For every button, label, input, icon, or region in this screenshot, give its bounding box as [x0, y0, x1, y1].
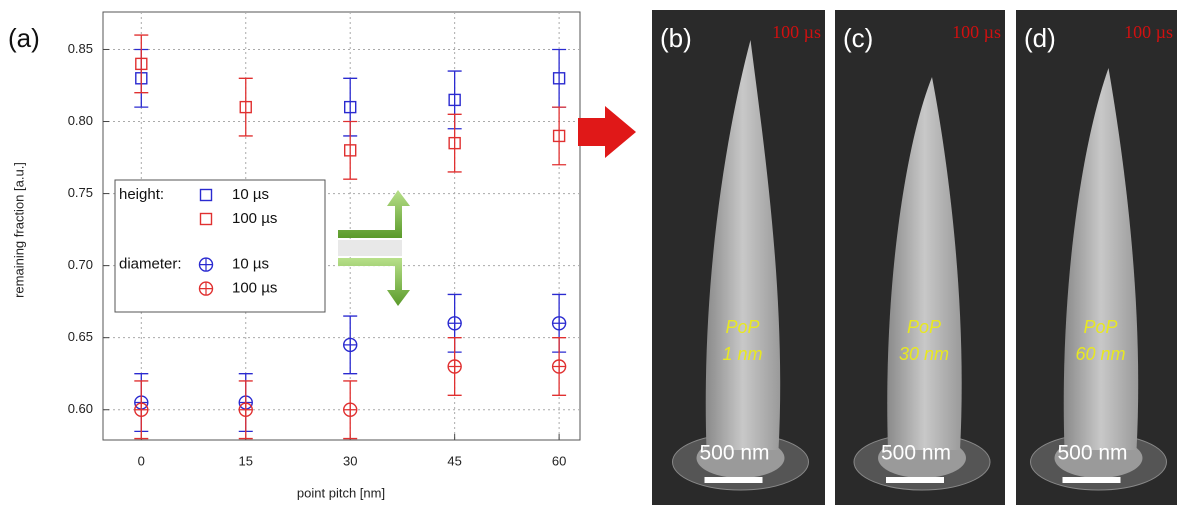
- panel-label: (d): [1024, 23, 1056, 53]
- tip-text: 60 nm: [1075, 344, 1125, 364]
- y-tick-label: 0.60: [68, 401, 93, 416]
- pulse-time: 100 µs: [1124, 22, 1173, 42]
- tip-text: 1 nm: [722, 344, 762, 364]
- figure: (a) remaining fraction [a.u.] point pitc…: [0, 0, 1177, 507]
- marker: [135, 403, 148, 416]
- panel-label: (a): [8, 23, 40, 53]
- scale-label: 500 nm: [699, 442, 769, 465]
- x-tick-label: 30: [343, 453, 357, 468]
- x-tick-label: 0: [138, 453, 145, 468]
- sem-panel: (d) 100 µs PoP 60 nm 500 nm: [1016, 10, 1177, 505]
- legend-group-title: height:: [119, 186, 164, 203]
- tip-text: PoP: [1083, 317, 1117, 337]
- sem-panel: (c) 100 µs PoP 30 nm 500 nm: [835, 10, 1005, 505]
- legend-group-title: diameter:: [119, 256, 182, 273]
- y-tick-label: 0.80: [68, 113, 93, 128]
- legend-label: 100 µs: [232, 280, 277, 297]
- marker: [553, 360, 566, 373]
- scale-bar: [1063, 477, 1121, 483]
- marker: [200, 282, 213, 295]
- panel-label: (c): [843, 23, 873, 53]
- panel-label: (b): [660, 23, 692, 53]
- scale-bar: [705, 477, 763, 483]
- x-axis-label: point pitch [nm]: [297, 485, 385, 500]
- marker: [448, 360, 461, 373]
- scale-label: 500 nm: [1057, 442, 1127, 465]
- sem-panel: (b) 100 µs PoP 1 nm 500 nm: [652, 10, 825, 505]
- pulse-time: 100 µs: [772, 22, 821, 42]
- green-arrows: [338, 190, 410, 306]
- red-arrow: [578, 106, 636, 158]
- marker: [553, 317, 566, 330]
- legend-label: 10 µs: [232, 186, 269, 203]
- marker: [200, 258, 213, 271]
- y-tick-label: 0.70: [68, 257, 93, 272]
- y-tick-label: 0.85: [68, 41, 93, 56]
- x-tick-label: 15: [239, 453, 253, 468]
- scale-bar: [886, 477, 944, 483]
- legend-label: 10 µs: [232, 256, 269, 273]
- tip-text: 30 nm: [899, 344, 949, 364]
- legend-label: 100 µs: [232, 210, 277, 227]
- marker: [344, 403, 357, 416]
- y-tick-label: 0.65: [68, 329, 93, 344]
- x-tick-label: 45: [447, 453, 461, 468]
- y-axis-label: remaining fraction [a.u.]: [11, 162, 26, 298]
- pulse-time: 100 µs: [952, 22, 1001, 42]
- tip-text: PoP: [725, 317, 759, 337]
- marker: [239, 403, 252, 416]
- y-tick-label: 0.75: [68, 185, 93, 200]
- x-tick-label: 60: [552, 453, 566, 468]
- marker: [344, 338, 357, 351]
- tip-text: PoP: [907, 317, 941, 337]
- marker: [448, 317, 461, 330]
- scale-label: 500 nm: [881, 442, 951, 465]
